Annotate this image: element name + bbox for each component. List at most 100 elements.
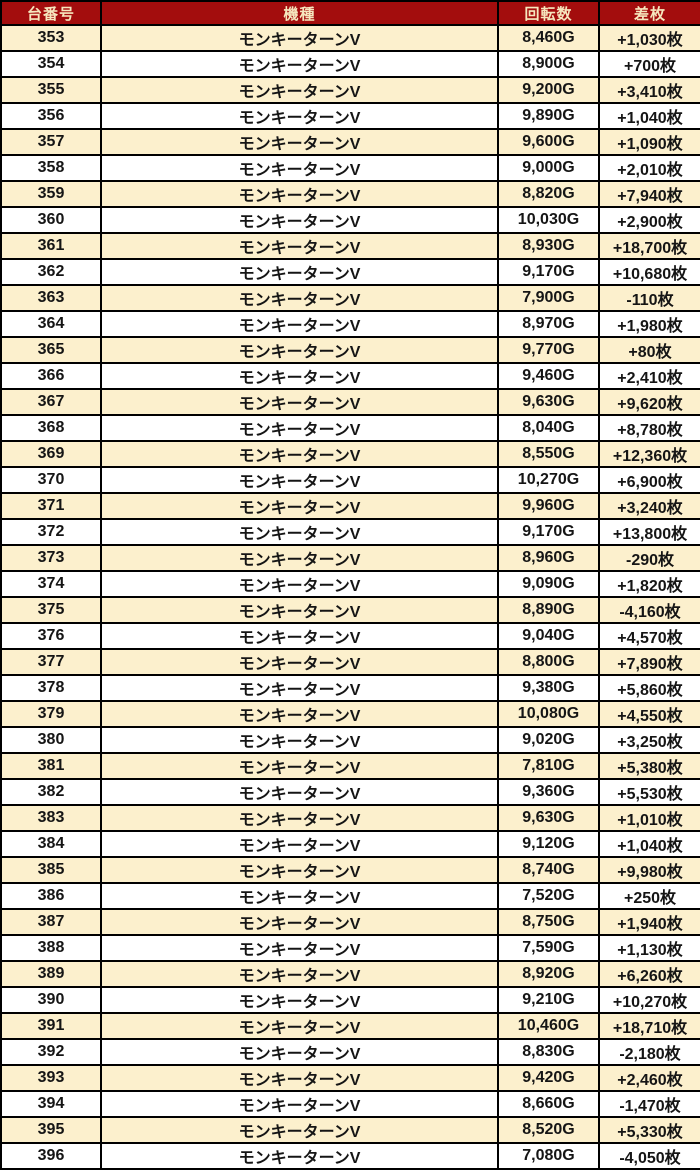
cell-dai-bango: 361 (0, 232, 102, 260)
cell-samai: +250枚 (598, 882, 700, 910)
table-row: 360 モンキーターンV 10,030G +2,900枚 (0, 206, 700, 234)
cell-dai-bango: 385 (0, 856, 102, 884)
table-row: 380 モンキーターンV 9,020G +3,250枚 (0, 726, 700, 754)
cell-kishu: モンキーターンV (100, 154, 499, 182)
cell-dai-bango: 373 (0, 544, 102, 572)
cell-dai-bango: 379 (0, 700, 102, 728)
cell-samai: +2,460枚 (598, 1064, 700, 1092)
cell-kishu: モンキーターンV (100, 570, 499, 598)
cell-samai: +1,820枚 (598, 570, 700, 598)
table-row: 388 モンキーターンV 7,590G +1,130枚 (0, 934, 700, 962)
table-row: 385 モンキーターンV 8,740G +9,980枚 (0, 856, 700, 884)
cell-dai-bango: 389 (0, 960, 102, 988)
table-row: 386 モンキーターンV 7,520G +250枚 (0, 882, 700, 910)
cell-kaitensu: 8,550G (497, 440, 600, 468)
cell-samai: +3,410枚 (598, 76, 700, 104)
cell-dai-bango: 364 (0, 310, 102, 338)
table-row: 358 モンキーターンV 9,000G +2,010枚 (0, 154, 700, 182)
cell-kaitensu: 9,000G (497, 154, 600, 182)
table-row: 389 モンキーターンV 8,920G +6,260枚 (0, 960, 700, 988)
cell-kaitensu: 9,380G (497, 674, 600, 702)
table-row: 356 モンキーターンV 9,890G +1,040枚 (0, 102, 700, 130)
table-row: 383 モンキーターンV 9,630G +1,010枚 (0, 804, 700, 832)
cell-dai-bango: 360 (0, 206, 102, 234)
cell-samai: +2,900枚 (598, 206, 700, 234)
table-row: 395 モンキーターンV 8,520G +5,330枚 (0, 1116, 700, 1144)
table-row: 367 モンキーターンV 9,630G +9,620枚 (0, 388, 700, 416)
cell-kaitensu: 8,970G (497, 310, 600, 338)
cell-kishu: モンキーターンV (100, 804, 499, 832)
cell-samai: +9,980枚 (598, 856, 700, 884)
cell-samai: +1,010枚 (598, 804, 700, 832)
cell-samai: +4,570枚 (598, 622, 700, 650)
cell-dai-bango: 372 (0, 518, 102, 546)
cell-samai: +3,240枚 (598, 492, 700, 520)
cell-dai-bango: 386 (0, 882, 102, 910)
table-header: 台番号 機種 回転数 差枚 (0, 0, 700, 26)
cell-kaitensu: 9,020G (497, 726, 600, 754)
table-body: 353 モンキーターンV 8,460G +1,030枚 354 モンキーターンV 8,900… (0, 24, 700, 1170)
cell-dai-bango: 376 (0, 622, 102, 650)
cell-dai-bango: 353 (0, 24, 102, 52)
cell-kishu: モンキーターンV (100, 934, 499, 962)
table-row: 392 モンキーターンV 8,830G -2,180枚 (0, 1038, 700, 1066)
table-row: 375 モンキーターンV 8,890G -4,160枚 (0, 596, 700, 624)
table-row: 364 モンキーターンV 8,970G +1,980枚 (0, 310, 700, 338)
cell-kishu: モンキーターンV (100, 778, 499, 806)
cell-kishu: モンキーターンV (100, 50, 499, 78)
col-header-samai: 差枚 (598, 0, 700, 26)
cell-kishu: モンキーターンV (100, 1064, 499, 1092)
cell-kaitensu: 7,590G (497, 934, 600, 962)
table-row: 379 モンキーターンV 10,080G +4,550枚 (0, 700, 700, 728)
cell-kaitensu: 7,520G (497, 882, 600, 910)
cell-dai-bango: 371 (0, 492, 102, 520)
cell-kishu: モンキーターンV (100, 232, 499, 260)
table-row: 390 モンキーターンV 9,210G +10,270枚 (0, 986, 700, 1014)
cell-kaitensu: 9,170G (497, 518, 600, 546)
table-row: 371 モンキーターンV 9,960G +3,240枚 (0, 492, 700, 520)
cell-kaitensu: 8,660G (497, 1090, 600, 1118)
cell-samai: +1,040枚 (598, 102, 700, 130)
cell-kishu: モンキーターンV (100, 830, 499, 858)
table-row: 372 モンキーターンV 9,170G +13,800枚 (0, 518, 700, 546)
cell-kishu: モンキーターンV (100, 466, 499, 494)
cell-dai-bango: 382 (0, 778, 102, 806)
cell-dai-bango: 363 (0, 284, 102, 312)
cell-dai-bango: 378 (0, 674, 102, 702)
cell-dai-bango: 377 (0, 648, 102, 676)
table-row: 354 モンキーターンV 8,900G +700枚 (0, 50, 700, 78)
cell-samai: +10,680枚 (598, 258, 700, 286)
cell-kishu: モンキーターンV (100, 258, 499, 286)
cell-samai: +80枚 (598, 336, 700, 364)
cell-dai-bango: 383 (0, 804, 102, 832)
cell-kishu: モンキーターンV (100, 1116, 499, 1144)
cell-dai-bango: 392 (0, 1038, 102, 1066)
cell-samai: -4,160枚 (598, 596, 700, 624)
cell-kaitensu: 9,120G (497, 830, 600, 858)
cell-samai: -110枚 (598, 284, 700, 312)
cell-dai-bango: 354 (0, 50, 102, 78)
cell-dai-bango: 381 (0, 752, 102, 780)
cell-kaitensu: 9,090G (497, 570, 600, 598)
cell-dai-bango: 374 (0, 570, 102, 598)
cell-kaitensu: 8,460G (497, 24, 600, 52)
cell-kishu: モンキーターンV (100, 596, 499, 624)
table-row: 369 モンキーターンV 8,550G +12,360枚 (0, 440, 700, 468)
header-row: 台番号 機種 回転数 差枚 (0, 0, 700, 26)
cell-kaitensu: 8,040G (497, 414, 600, 442)
cell-dai-bango: 380 (0, 726, 102, 754)
table-row: 393 モンキーターンV 9,420G +2,460枚 (0, 1064, 700, 1092)
cell-dai-bango: 362 (0, 258, 102, 286)
cell-dai-bango: 367 (0, 388, 102, 416)
table-row: 361 モンキーターンV 8,930G +18,700枚 (0, 232, 700, 260)
cell-kishu: モンキーターンV (100, 674, 499, 702)
cell-kishu: モンキーターンV (100, 700, 499, 728)
cell-kaitensu: 10,080G (497, 700, 600, 728)
cell-kishu: モンキーターンV (100, 960, 499, 988)
cell-kaitensu: 9,630G (497, 804, 600, 832)
cell-kaitensu: 7,810G (497, 752, 600, 780)
cell-kishu: モンキーターンV (100, 544, 499, 572)
cell-samai: +1,130枚 (598, 934, 700, 962)
cell-kishu: モンキーターンV (100, 128, 499, 156)
cell-kishu: モンキーターンV (100, 908, 499, 936)
